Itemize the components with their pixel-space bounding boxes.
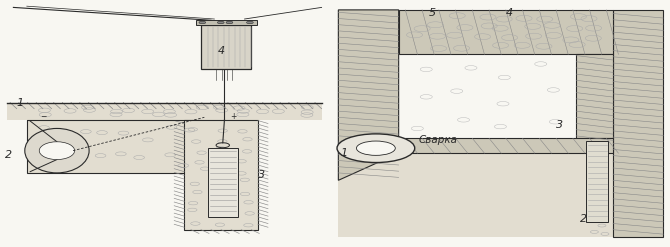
Polygon shape	[399, 10, 613, 54]
FancyBboxPatch shape	[27, 120, 201, 173]
Text: 2: 2	[580, 214, 587, 224]
Polygon shape	[338, 10, 399, 180]
FancyBboxPatch shape	[338, 0, 663, 247]
Text: 5: 5	[429, 8, 436, 18]
Circle shape	[247, 21, 253, 24]
FancyBboxPatch shape	[7, 103, 322, 120]
Circle shape	[356, 141, 395, 155]
Text: 4: 4	[218, 46, 225, 56]
Ellipse shape	[40, 142, 74, 160]
FancyBboxPatch shape	[338, 10, 663, 237]
Ellipse shape	[25, 128, 89, 173]
Text: 1: 1	[340, 148, 348, 158]
FancyBboxPatch shape	[196, 20, 257, 25]
Text: 4: 4	[506, 8, 513, 18]
Text: +: +	[230, 112, 237, 121]
Circle shape	[199, 21, 206, 24]
Polygon shape	[399, 138, 613, 153]
Text: 3: 3	[258, 170, 265, 180]
Text: Сварка: Сварка	[419, 135, 458, 145]
Polygon shape	[399, 54, 613, 153]
Text: 1: 1	[17, 98, 24, 108]
Text: 2: 2	[5, 150, 13, 160]
Polygon shape	[613, 10, 663, 237]
FancyBboxPatch shape	[184, 120, 258, 230]
Circle shape	[337, 134, 415, 163]
Text: 3: 3	[556, 121, 563, 130]
FancyBboxPatch shape	[208, 148, 238, 217]
FancyBboxPatch shape	[201, 25, 251, 69]
Circle shape	[226, 21, 233, 24]
Text: −: −	[40, 112, 47, 121]
Circle shape	[217, 21, 224, 24]
FancyBboxPatch shape	[7, 0, 322, 247]
Polygon shape	[576, 54, 613, 138]
FancyBboxPatch shape	[586, 141, 608, 222]
